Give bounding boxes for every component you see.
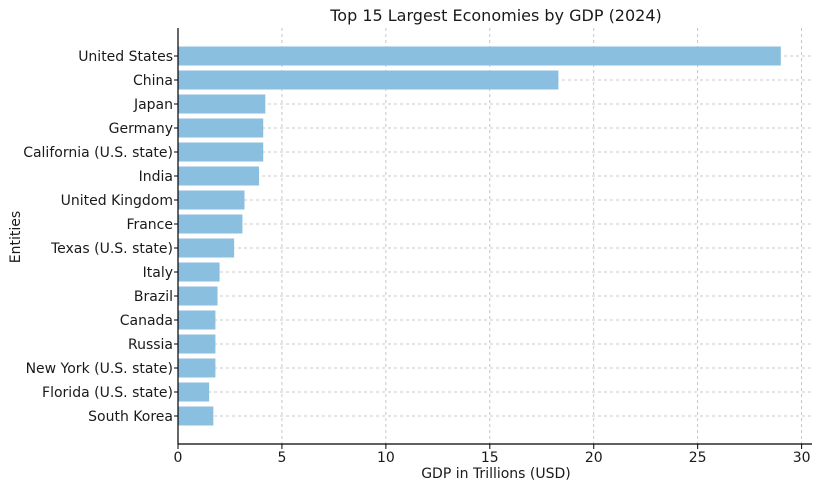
x-axis-label: GDP in Trillions (USD) [421,466,571,482]
y-tick-label: Canada [120,313,173,329]
bar [178,190,245,210]
bar [178,382,210,402]
bars [178,46,781,426]
x-tick-label: 25 [689,450,707,466]
grid-lines [177,28,812,444]
y-tick-label: China [133,73,173,89]
bar [178,286,218,306]
x-tick-label: 30 [793,450,811,466]
x-tick-label: 0 [174,450,183,466]
chart-title: Top 15 Largest Economies by GDP (2024) [329,6,662,25]
y-tick-label: Italy [143,265,173,281]
bar [178,334,216,354]
bar [178,262,220,282]
y-tick-label: Florida (U.S. state) [42,385,173,401]
bar [178,358,216,378]
y-tick-label: Germany [109,121,173,137]
bar [178,166,260,186]
y-tick-label: United Kingdom [61,193,173,209]
y-tick-label: Japan [133,97,173,113]
y-tick-label: New York (U.S. state) [26,361,173,377]
x-tick-label: 10 [377,450,395,466]
bar [178,238,235,258]
x-tick-label: 15 [481,450,499,466]
bar [178,70,559,90]
axes [174,28,812,449]
y-tick-label: California (U.S. state) [23,145,173,161]
y-tick-label: Russia [128,337,173,353]
y-tick-label: Brazil [134,289,173,305]
bar [178,46,781,66]
y-tick-label: Texas (U.S. state) [50,241,173,257]
bar [178,118,264,138]
y-tick-label: India [139,169,173,185]
y-tick-label: South Korea [88,409,173,425]
y-tick-label: United States [78,49,173,65]
y-axis-label: Entities [8,211,24,263]
x-tick-label: 5 [277,450,286,466]
bar [178,310,216,330]
bar [178,214,243,234]
x-tick-label: 20 [585,450,603,466]
bar [178,142,264,162]
tick-labels: United States China Japan Germany California… [23,49,810,466]
bar [178,94,266,114]
bar [178,406,214,426]
y-tick-label: France [126,217,173,233]
